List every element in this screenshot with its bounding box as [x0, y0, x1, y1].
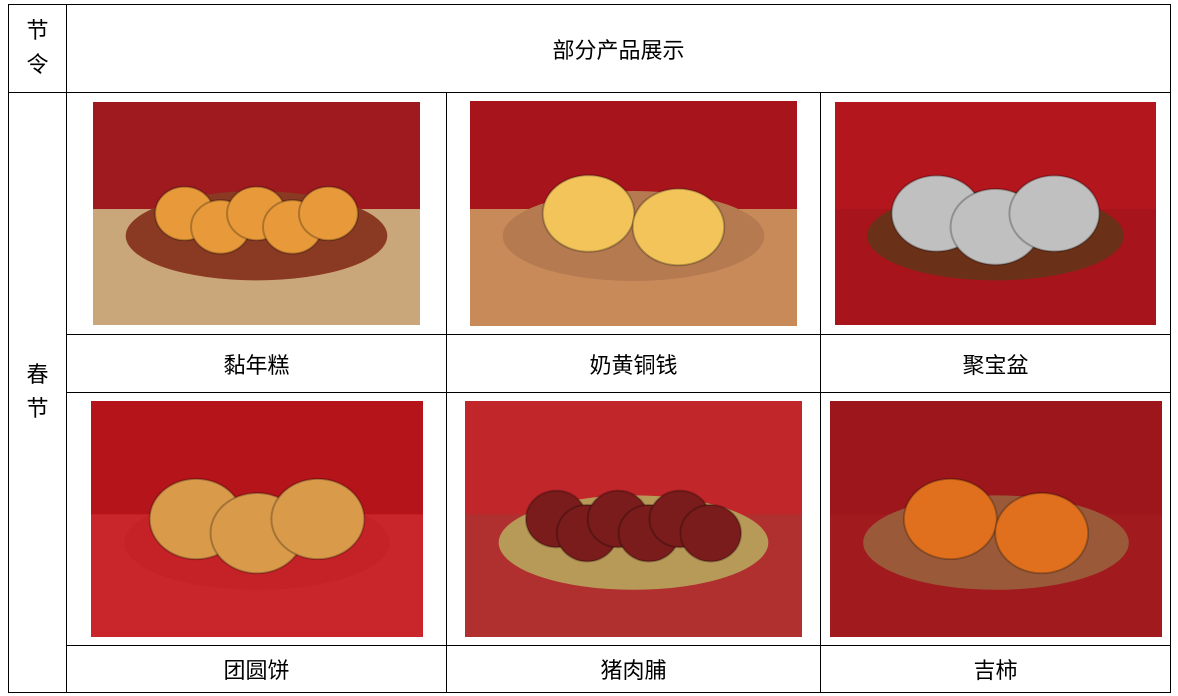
product-image [90, 401, 423, 637]
product-image [465, 401, 802, 637]
season-cell: 春节 [8, 92, 67, 693]
product-image [470, 101, 797, 326]
product-table: 节令 部分产品展示 春节 黏年糕 奶黄铜钱 聚宝盆 团圆饼 猪肉脯 吉柿 [8, 4, 1171, 693]
title-cell: 部分产品展示 [66, 4, 1171, 93]
food [902, 477, 998, 561]
image-row: 春节 [8, 92, 1171, 693]
product-name: 团圆饼 [223, 659, 290, 684]
image-cell [446, 92, 821, 335]
food [679, 503, 743, 563]
image-cell [66, 92, 447, 335]
food [298, 185, 359, 242]
product-name: 猪肉脯 [600, 659, 667, 684]
food [631, 187, 726, 267]
image-cell [66, 392, 447, 646]
product-image [93, 102, 420, 325]
food [1008, 174, 1101, 253]
name-cell: 奶黄铜钱 [446, 334, 821, 393]
product-name: 奶黄铜钱 [589, 353, 678, 379]
season-label: 春节 [26, 362, 49, 422]
product-name: 聚宝盆 [962, 353, 1029, 379]
product-image [835, 102, 1156, 325]
name-row: 团圆饼 猪肉脯 吉柿 [9, 645, 1171, 693]
season-header: 节令 [26, 18, 49, 78]
table-title: 部分产品展示 [552, 38, 685, 64]
name-row: 黏年糕 奶黄铜钱 聚宝盆 [9, 334, 1171, 393]
food [269, 477, 365, 561]
image-cell [820, 92, 1171, 335]
food [541, 174, 636, 253]
product-image [829, 401, 1162, 637]
name-cell: 吉柿 [820, 645, 1171, 693]
product-name: 吉柿 [973, 659, 1018, 684]
name-cell: 黏年糕 [66, 334, 447, 393]
header-row: 节令 部分产品展示 [8, 4, 1171, 93]
product-name: 黏年糕 [223, 353, 290, 379]
season-header-cell: 节令 [8, 4, 67, 93]
food [993, 492, 1089, 575]
image-row [9, 392, 1171, 646]
image-cell [820, 392, 1171, 646]
image-cell [446, 392, 821, 646]
name-cell: 猪肉脯 [446, 645, 821, 693]
name-cell: 聚宝盆 [820, 334, 1171, 393]
name-cell: 团圆饼 [66, 645, 447, 693]
